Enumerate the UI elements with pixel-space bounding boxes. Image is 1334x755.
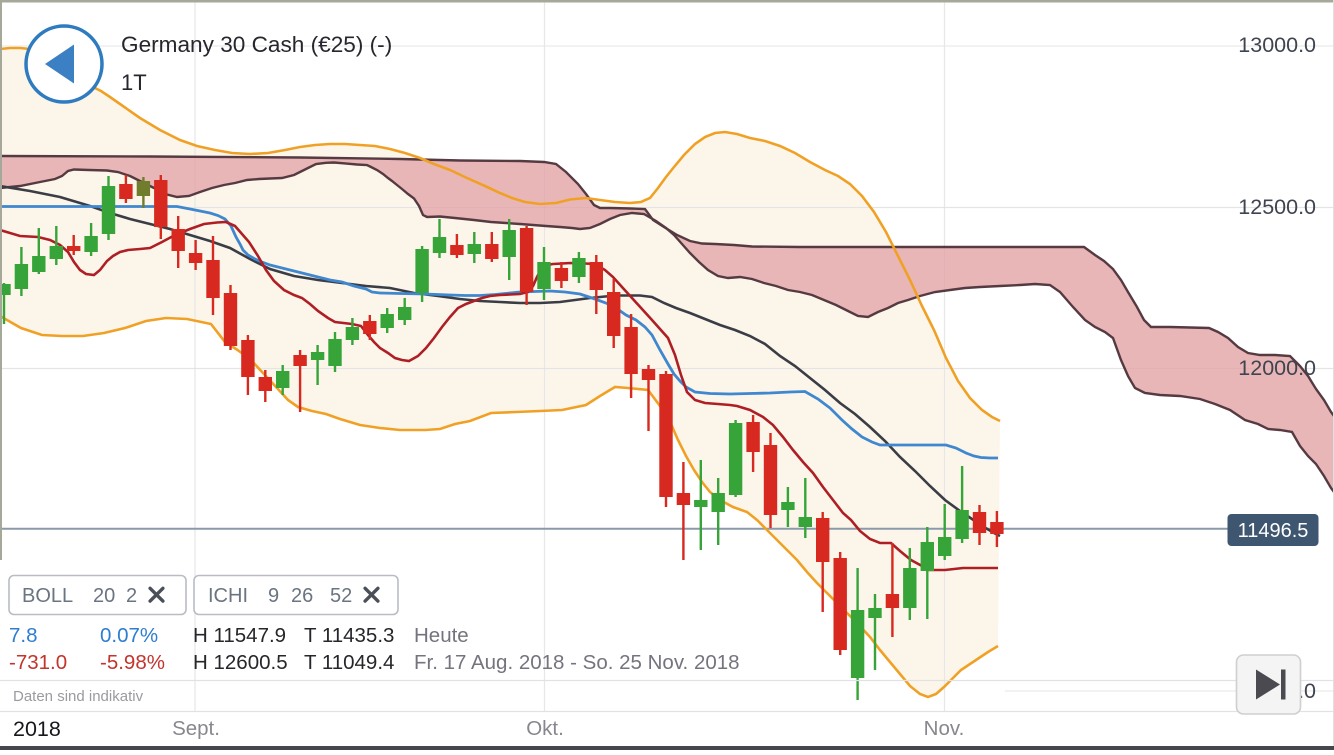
svg-text:H 12600.5: H 12600.5 <box>193 651 288 674</box>
svg-text:0.07%: 0.07% <box>100 624 158 647</box>
svg-text:9: 9 <box>268 585 279 607</box>
svg-text:Nov.: Nov. <box>924 717 965 740</box>
svg-text:7.8: 7.8 <box>9 624 38 647</box>
svg-text:Fr. 17 Aug. 2018 - So. 25 Nov.: Fr. 17 Aug. 2018 - So. 25 Nov. 2018 <box>414 651 740 674</box>
svg-text:BOLL: BOLL <box>22 585 73 607</box>
svg-text:2018: 2018 <box>13 717 61 741</box>
svg-text:H 11547.9: H 11547.9 <box>193 624 286 647</box>
svg-text:26: 26 <box>291 585 313 607</box>
svg-text:-5.98%: -5.98% <box>100 651 165 674</box>
svg-text:T 11049.4: T 11049.4 <box>304 651 394 674</box>
svg-text:Okt.: Okt. <box>526 717 564 740</box>
svg-text:-731.0: -731.0 <box>9 651 67 674</box>
svg-text:Heute: Heute <box>414 624 469 647</box>
svg-text:ICHI: ICHI <box>208 585 248 607</box>
svg-text:2: 2 <box>126 585 137 607</box>
svg-text:13000.0: 13000.0 <box>1238 33 1316 57</box>
svg-text:11496.5: 11496.5 <box>1238 520 1309 542</box>
svg-text:1T: 1T <box>121 70 147 95</box>
svg-text:20: 20 <box>93 585 115 607</box>
svg-text:12500.0: 12500.0 <box>1238 195 1316 219</box>
svg-text:Germany 30 Cash (€25) (-): Germany 30 Cash (€25) (-) <box>121 32 392 57</box>
svg-text:T 11435.3: T 11435.3 <box>304 624 394 647</box>
svg-text:12000.0: 12000.0 <box>1238 356 1316 380</box>
svg-text:Sept.: Sept. <box>172 717 220 740</box>
svg-text:52: 52 <box>330 585 352 607</box>
svg-text:Daten sind indikativ: Daten sind indikativ <box>13 688 144 705</box>
